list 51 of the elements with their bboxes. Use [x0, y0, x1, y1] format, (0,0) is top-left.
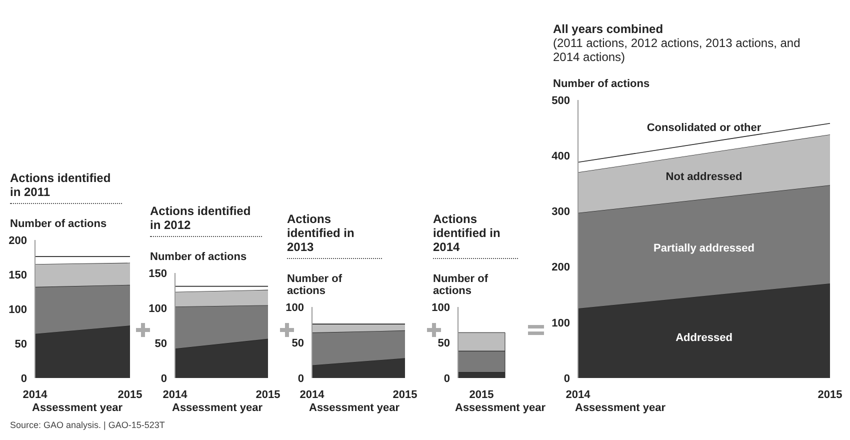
series-label: Partially addressed	[654, 242, 754, 254]
x-axis-title: Assessment year	[172, 402, 263, 414]
y-tick-label: 300	[552, 206, 570, 218]
y-tick-label: 50	[438, 337, 450, 350]
y-axis-title: Number of actions	[150, 251, 248, 263]
x-axis-title: Assessment year	[455, 402, 546, 414]
y-tick-label: 0	[564, 372, 570, 385]
chart-title: Actions identified in 2014	[433, 212, 518, 259]
y-tick-label: 0	[160, 372, 167, 385]
x-axis-title: Assessment year	[575, 402, 666, 414]
x-tick-label: 2015	[818, 389, 842, 401]
y-tick-label: 50	[154, 338, 167, 350]
x-tick-label: 2014	[22, 389, 48, 401]
y-tick-label: 500	[552, 94, 570, 107]
chart-title: Actions identified in 2012	[150, 204, 262, 237]
series-label: Consolidated or other	[646, 122, 762, 134]
y-axis-title: Number of actions	[553, 78, 651, 90]
y-tick-label: 200	[552, 262, 570, 274]
chart-title: All years combined	[553, 22, 664, 36]
y-axis-title: Number of actions	[287, 273, 343, 297]
y-tick-label: 100	[286, 302, 304, 314]
y-axis-title: Number of actions	[10, 218, 108, 230]
y-tick-label: 0	[298, 372, 304, 385]
x-tick-label: 2014	[300, 389, 326, 401]
y-tick-label: 0	[20, 372, 27, 385]
y-tick-label: 50	[292, 337, 304, 350]
y-tick-label: 100	[148, 302, 167, 315]
x-axis-title: Assessment year	[309, 402, 400, 414]
y-tick-label: 0	[444, 372, 450, 385]
chart-subtitle: (2011 actions, 2012 actions, 2013 actions, and 2014 actions)	[553, 36, 802, 64]
x-tick-label: 2015	[118, 389, 142, 401]
y-tick-label: 100	[8, 304, 27, 316]
series-label: Not addressed	[666, 171, 742, 184]
x-tick-label: 2015	[256, 389, 280, 401]
x-tick-label: 2014	[566, 389, 592, 401]
source-note: Source: GAO analysis. | GAO-15-523T	[10, 420, 165, 430]
y-tick-label: 150	[8, 269, 27, 282]
y-tick-label: 50	[14, 338, 27, 350]
y-tick-label: 150	[148, 268, 167, 280]
x-tick-label: 2015	[469, 389, 494, 401]
x-tick-label: 2015	[392, 389, 418, 401]
series-label: Addressed	[676, 332, 732, 344]
x-axis-title: Assessment year	[32, 402, 123, 414]
x-tick-label: 2014	[162, 389, 188, 401]
y-tick-label: 100	[552, 317, 570, 330]
y-tick-label: 400	[552, 150, 570, 163]
y-tick-label: 200	[8, 234, 27, 247]
y-tick-label: 100	[432, 302, 450, 314]
y-axis-title: Number of actions	[433, 273, 489, 297]
chart-title: Actions identified in 2011	[10, 171, 122, 204]
chart-title: Actions identified in 2013	[287, 212, 382, 259]
